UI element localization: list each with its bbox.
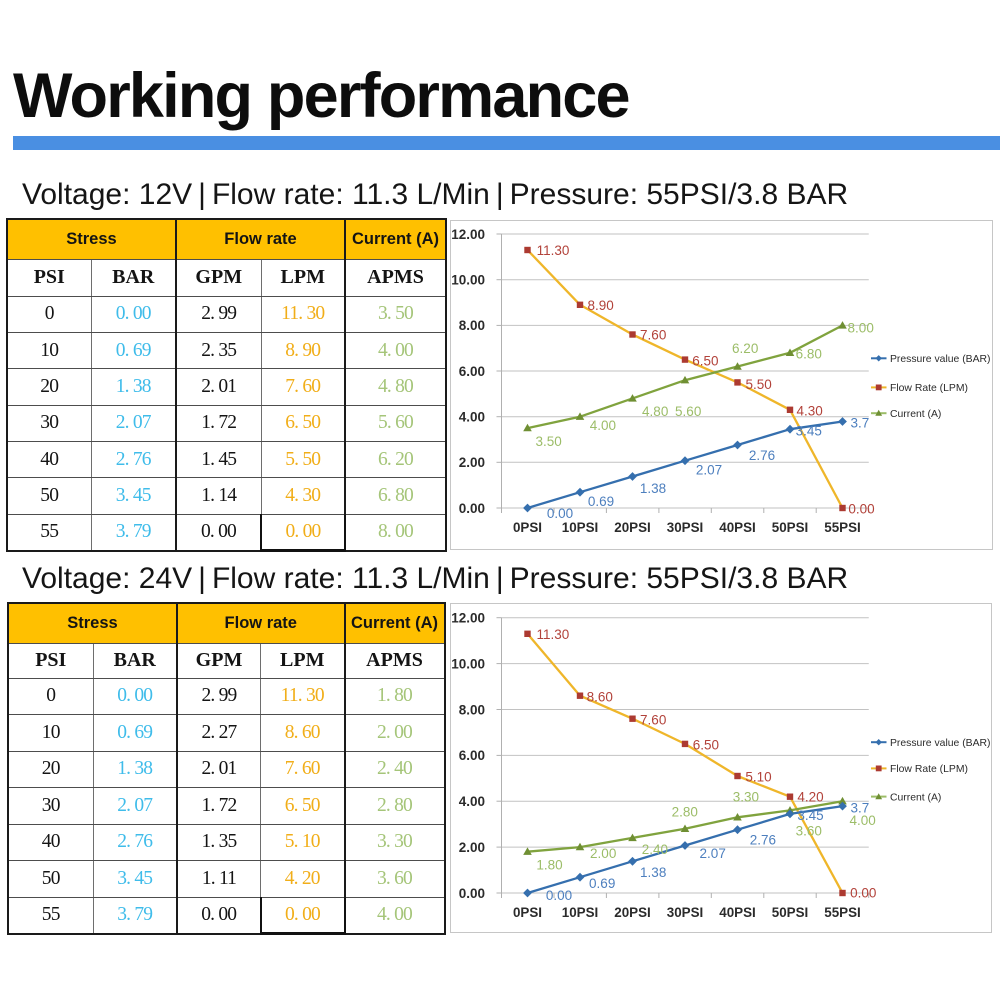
svg-text:5.50: 5.50 [745, 377, 771, 392]
svg-text:10PSI: 10PSI [562, 520, 598, 535]
svg-text:5.60: 5.60 [675, 404, 701, 419]
svg-text:3.45: 3.45 [797, 808, 823, 823]
svg-text:10.00: 10.00 [451, 273, 485, 288]
svg-text:2.07: 2.07 [700, 846, 726, 861]
svg-text:2.00: 2.00 [590, 846, 616, 861]
svg-text:3.50: 3.50 [535, 434, 561, 449]
svg-text:30PSI: 30PSI [667, 520, 703, 535]
svg-text:Pressure value (BAR): Pressure value (BAR) [890, 354, 990, 365]
svg-text:55PSI: 55PSI [824, 520, 860, 535]
svg-text:Current (A): Current (A) [890, 409, 941, 420]
svg-text:0.69: 0.69 [588, 494, 614, 509]
svg-text:0.00: 0.00 [848, 501, 874, 516]
svg-text:40PSI: 40PSI [719, 520, 755, 535]
svg-text:11.30: 11.30 [537, 627, 570, 642]
svg-text:30PSI: 30PSI [667, 905, 703, 920]
svg-text:3.7: 3.7 [851, 415, 870, 430]
svg-text:4.00: 4.00 [849, 813, 875, 828]
svg-text:0.00: 0.00 [547, 506, 573, 521]
svg-text:6.80: 6.80 [796, 347, 822, 362]
svg-text:50PSI: 50PSI [772, 520, 808, 535]
svg-text:12.00: 12.00 [451, 227, 485, 242]
svg-text:8.90: 8.90 [587, 298, 613, 313]
svg-text:8.00: 8.00 [848, 320, 874, 335]
svg-text:12.00: 12.00 [451, 611, 485, 626]
svg-text:Current (A): Current (A) [890, 792, 941, 803]
svg-text:0.00: 0.00 [546, 888, 572, 903]
svg-text:4.00: 4.00 [459, 794, 485, 809]
svg-text:1.38: 1.38 [640, 481, 666, 496]
svg-text:Pressure value (BAR): Pressure value (BAR) [890, 738, 990, 749]
svg-text:20PSI: 20PSI [614, 905, 650, 920]
svg-text:6.00: 6.00 [459, 748, 485, 763]
svg-text:10.00: 10.00 [451, 656, 485, 671]
svg-text:6.00: 6.00 [459, 364, 485, 379]
svg-text:8.60: 8.60 [587, 690, 613, 705]
svg-text:4.00: 4.00 [459, 410, 485, 425]
svg-text:4.30: 4.30 [796, 404, 822, 419]
svg-text:0.00: 0.00 [459, 501, 485, 516]
svg-text:1.80: 1.80 [536, 857, 562, 872]
svg-text:2.00: 2.00 [459, 840, 485, 855]
svg-text:0.00: 0.00 [850, 885, 876, 900]
svg-text:2.00: 2.00 [459, 455, 485, 470]
svg-text:2.76: 2.76 [749, 448, 775, 463]
svg-text:0PSI: 0PSI [513, 520, 542, 535]
svg-text:4.00: 4.00 [590, 418, 616, 433]
svg-text:11.30: 11.30 [537, 243, 570, 258]
svg-text:3.45: 3.45 [796, 424, 822, 439]
svg-text:0.69: 0.69 [589, 876, 615, 891]
svg-text:Flow Rate (LPM): Flow Rate (LPM) [890, 764, 968, 775]
svg-text:0PSI: 0PSI [513, 905, 542, 920]
svg-text:40PSI: 40PSI [719, 905, 755, 920]
svg-text:1.38: 1.38 [640, 865, 666, 880]
svg-text:2.40: 2.40 [642, 842, 668, 857]
svg-text:3.7: 3.7 [851, 800, 870, 815]
svg-text:0.00: 0.00 [459, 886, 485, 901]
svg-text:7.60: 7.60 [640, 328, 666, 343]
svg-text:55PSI: 55PSI [824, 905, 860, 920]
svg-text:20PSI: 20PSI [614, 520, 650, 535]
svg-text:Flow Rate (LPM): Flow Rate (LPM) [890, 383, 968, 394]
svg-text:3.30: 3.30 [733, 789, 759, 804]
svg-text:8.00: 8.00 [459, 318, 485, 333]
svg-text:50PSI: 50PSI [772, 905, 808, 920]
svg-text:10PSI: 10PSI [562, 905, 598, 920]
svg-text:6.50: 6.50 [692, 354, 718, 369]
svg-text:2.76: 2.76 [750, 833, 776, 848]
svg-text:8.00: 8.00 [459, 702, 485, 717]
svg-text:2.80: 2.80 [672, 805, 698, 820]
svg-text:4.20: 4.20 [797, 789, 823, 804]
svg-text:6.50: 6.50 [693, 737, 719, 752]
svg-text:4.80: 4.80 [642, 404, 668, 419]
svg-text:7.60: 7.60 [640, 713, 666, 728]
svg-text:6.20: 6.20 [732, 341, 758, 356]
svg-text:2.07: 2.07 [696, 462, 722, 477]
svg-text:5.10: 5.10 [745, 770, 771, 785]
svg-text:3.60: 3.60 [796, 823, 822, 838]
